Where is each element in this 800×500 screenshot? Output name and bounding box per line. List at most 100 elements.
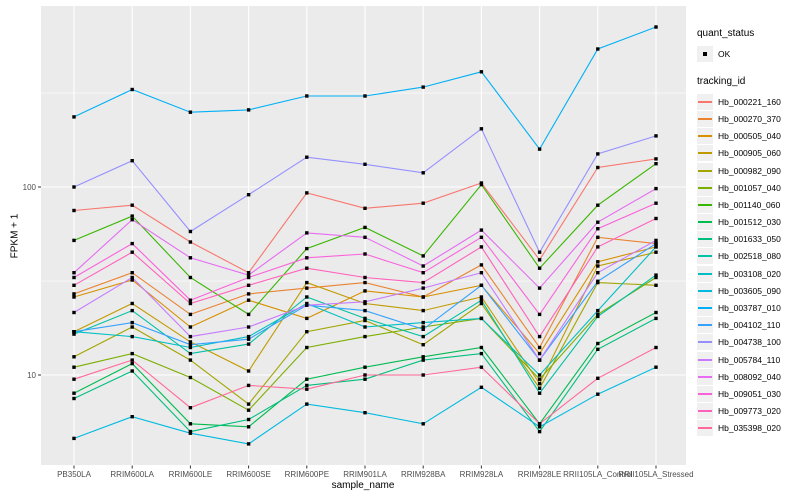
legend-item: Hb_001512_030 bbox=[697, 214, 797, 231]
data-point-marker bbox=[72, 391, 76, 395]
series-color-line-icon bbox=[698, 341, 712, 344]
data-point-marker bbox=[72, 295, 76, 299]
data-point-marker bbox=[421, 201, 425, 205]
data-point-marker bbox=[305, 330, 309, 334]
data-point-marker bbox=[363, 275, 367, 280]
data-point-marker bbox=[130, 203, 134, 207]
data-point-marker bbox=[130, 358, 134, 362]
data-point-marker bbox=[363, 316, 367, 321]
data-point-marker bbox=[305, 316, 309, 321]
legend-item: Hb_009773_020 bbox=[697, 403, 797, 420]
data-point-marker bbox=[479, 245, 484, 249]
data-point-marker bbox=[363, 325, 367, 329]
data-point-marker bbox=[537, 147, 542, 151]
data-point-marker bbox=[479, 283, 484, 287]
legend-key-swatch bbox=[697, 368, 713, 385]
data-point-marker bbox=[305, 266, 309, 270]
data-point-marker bbox=[130, 308, 134, 313]
data-point-marker bbox=[421, 373, 425, 377]
legend-key-swatch bbox=[697, 214, 713, 231]
series-color-line-icon bbox=[698, 392, 712, 395]
data-point-marker bbox=[479, 235, 484, 239]
legend-item: Hb_035398_020 bbox=[697, 420, 797, 437]
legend-item: Hb_003108_020 bbox=[697, 265, 797, 282]
legend-item-label: Hb_000982_090 bbox=[718, 165, 781, 176]
data-point-marker bbox=[537, 422, 542, 426]
data-point-marker bbox=[72, 310, 76, 315]
data-point-marker bbox=[537, 386, 542, 390]
data-point-marker bbox=[537, 373, 542, 377]
legend-key-swatch bbox=[697, 128, 713, 145]
data-point-marker bbox=[188, 312, 193, 317]
legend-key-swatch bbox=[697, 403, 713, 420]
data-point-marker bbox=[537, 425, 542, 429]
data-point-marker bbox=[421, 422, 425, 426]
data-point-marker bbox=[537, 345, 542, 350]
legend: quant_status OK tracking_id Hb_000221_16… bbox=[697, 28, 797, 437]
series-color-line-icon bbox=[698, 307, 712, 310]
series-color-line-icon bbox=[698, 152, 712, 155]
data-point-marker bbox=[72, 436, 76, 441]
data-point-marker bbox=[537, 351, 542, 356]
data-point-marker bbox=[654, 273, 658, 277]
legend-key-swatch bbox=[697, 110, 713, 127]
data-point-marker bbox=[654, 241, 658, 246]
legend-item: Hb_001633_050 bbox=[697, 231, 797, 248]
data-point-marker bbox=[246, 369, 251, 373]
data-point-marker bbox=[305, 256, 309, 260]
data-point-marker bbox=[596, 264, 600, 268]
data-point-marker bbox=[130, 325, 134, 329]
data-point-marker bbox=[246, 108, 251, 112]
data-point-marker bbox=[188, 110, 193, 114]
data-point-marker bbox=[246, 417, 251, 422]
data-point-marker bbox=[130, 320, 134, 325]
series-color-line-icon bbox=[698, 324, 712, 327]
data-point-marker bbox=[654, 316, 658, 321]
data-point-marker bbox=[188, 351, 193, 356]
data-point-marker bbox=[596, 220, 600, 224]
data-point-marker bbox=[421, 343, 425, 347]
data-point-marker bbox=[596, 235, 600, 239]
data-point-marker bbox=[130, 218, 134, 222]
legend-item-label: Hb_000221_160 bbox=[718, 96, 781, 107]
data-point-marker bbox=[596, 376, 600, 380]
data-point-marker bbox=[72, 355, 76, 359]
x-tick-label: RRIM928BA bbox=[401, 470, 446, 479]
data-point-marker bbox=[596, 347, 600, 351]
data-point-marker bbox=[72, 332, 76, 336]
data-point-marker bbox=[72, 238, 76, 243]
legend-key-swatch bbox=[697, 93, 713, 110]
data-point-marker bbox=[596, 279, 600, 283]
x-tick-label: RRIM600SE bbox=[226, 470, 270, 479]
legend-key-swatch bbox=[697, 162, 713, 179]
legend-key-swatch bbox=[697, 282, 713, 299]
legend-item-label: Hb_000270_370 bbox=[718, 113, 781, 124]
data-point-marker bbox=[72, 208, 76, 213]
legend-title-tracking-id: tracking_id bbox=[697, 76, 746, 88]
data-point-marker bbox=[596, 308, 600, 313]
data-point-marker bbox=[363, 334, 367, 339]
data-point-marker bbox=[305, 191, 309, 195]
x-tick-label: RRIM901LA bbox=[343, 470, 387, 479]
data-point-marker bbox=[305, 155, 309, 159]
x-tick-label: RRIM600PE bbox=[285, 470, 329, 479]
x-axis-title: sample_name bbox=[331, 480, 395, 491]
data-point-marker bbox=[246, 402, 251, 406]
data-point-marker bbox=[188, 431, 193, 435]
data-point-marker bbox=[596, 314, 600, 319]
series-color-line-icon bbox=[698, 135, 712, 138]
series-color-line-icon bbox=[698, 169, 712, 172]
data-point-marker bbox=[363, 235, 367, 239]
legend-item-label: Hb_003787_010 bbox=[718, 303, 781, 314]
data-point-marker bbox=[421, 171, 425, 175]
legend-item: Hb_003787_010 bbox=[697, 299, 797, 317]
data-point-marker bbox=[479, 365, 484, 369]
x-tick-label: PB350LA bbox=[57, 470, 91, 479]
data-point-marker bbox=[363, 373, 367, 377]
data-point-marker bbox=[479, 263, 484, 267]
data-point-marker bbox=[130, 87, 134, 92]
data-point-marker bbox=[246, 325, 251, 329]
data-point-marker bbox=[72, 271, 76, 275]
data-point-marker bbox=[537, 391, 542, 395]
x-tick-label: RRII105LA_Stressed bbox=[618, 470, 693, 479]
